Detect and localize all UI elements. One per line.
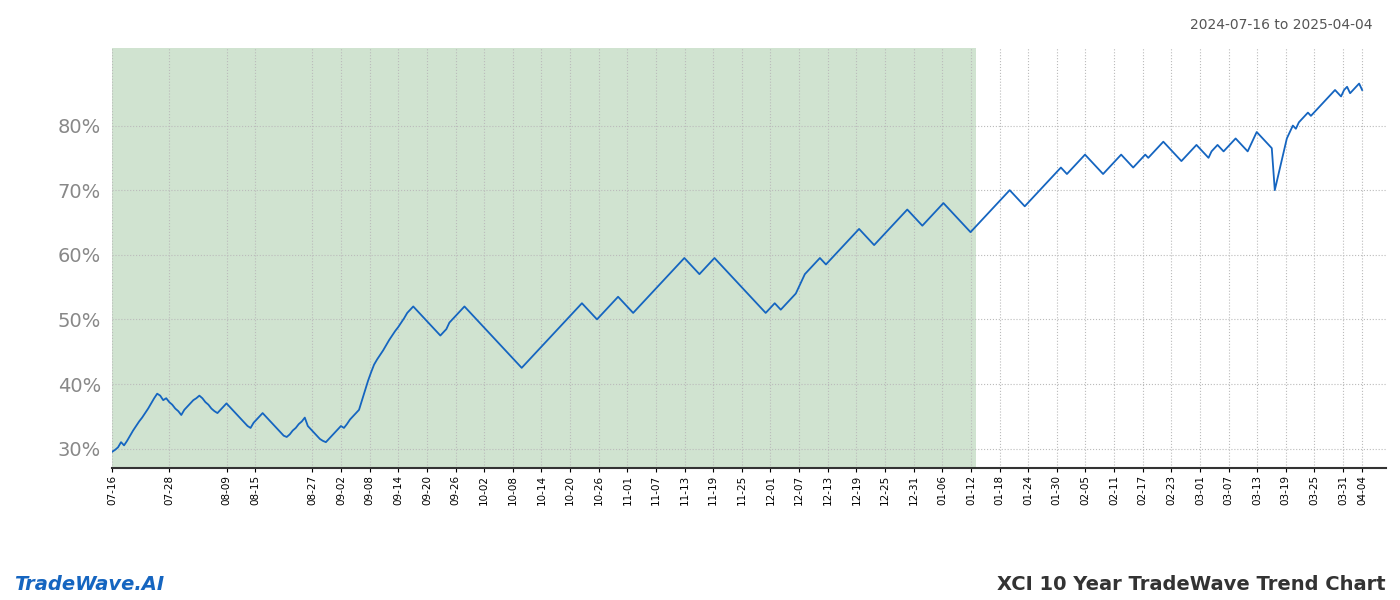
Text: XCI 10 Year TradeWave Trend Chart: XCI 10 Year TradeWave Trend Chart: [997, 575, 1386, 594]
Text: TradeWave.AI: TradeWave.AI: [14, 575, 164, 594]
Text: 2024-07-16 to 2025-04-04: 2024-07-16 to 2025-04-04: [1190, 18, 1372, 32]
Bar: [112, 48, 976, 468]
